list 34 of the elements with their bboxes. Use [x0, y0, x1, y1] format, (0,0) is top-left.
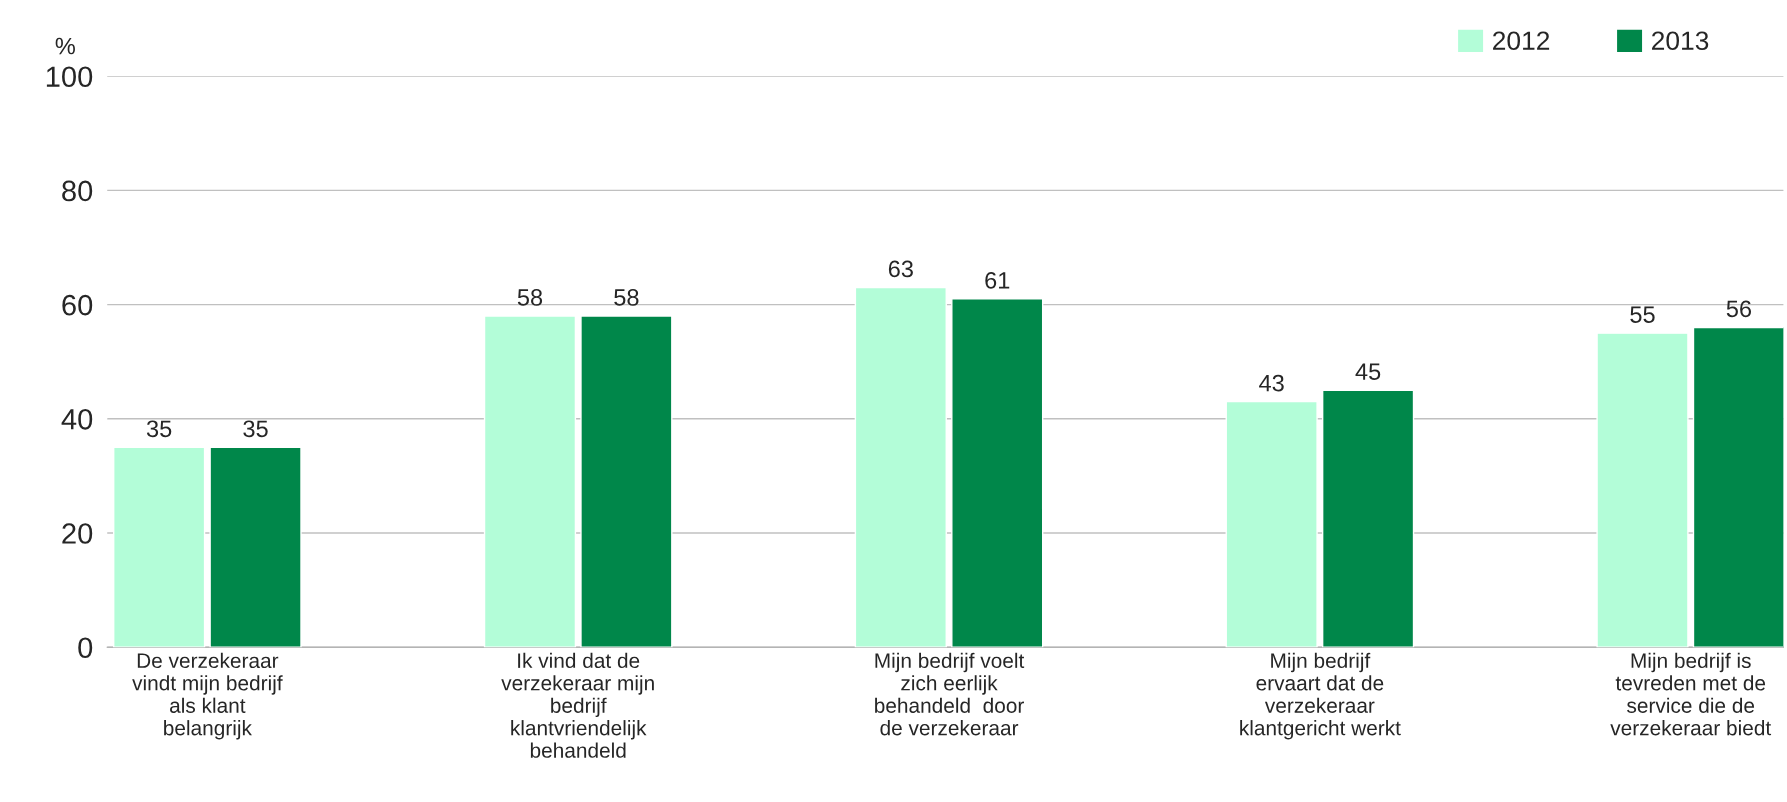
y-axis-title: %	[55, 37, 75, 55]
bar	[1596, 332, 1689, 648]
x-tick-label: Ik vind dat de verzekeraar mijn bedrijf klantvriendelijk behandeld	[501, 652, 654, 758]
data-label: 35	[146, 420, 172, 438]
y-tick-label: 20	[62, 523, 93, 544]
data-label: 35	[243, 420, 268, 438]
data-label: 56	[1726, 300, 1752, 318]
bar	[580, 315, 673, 648]
bar	[951, 298, 1044, 648]
bar	[854, 286, 947, 648]
y-tick-label: 0	[78, 637, 93, 659]
y-tick-label: 100	[46, 66, 93, 88]
bar	[483, 315, 577, 648]
x-tick-label: Mijn bedrijf ervaart dat de verzekeraar klantgericht werkt	[1240, 652, 1401, 740]
x-tick-label: Mijn bedrijf voelt zich eerlijk behandeld door de verzekeraar	[875, 652, 1025, 736]
x-tick-label: Mijn bedrijf is tevreden met de service die de verzekeraar biedt	[1610, 652, 1772, 736]
data-label: 61	[985, 271, 1010, 289]
data-label: 45	[1355, 363, 1381, 381]
bar	[1225, 400, 1318, 648]
bar	[209, 446, 302, 648]
data-label: 63	[888, 260, 913, 278]
y-tick-label: 40	[61, 409, 93, 430]
bar	[113, 446, 206, 648]
bar	[1321, 389, 1415, 648]
legend-label: 2012	[1493, 31, 1550, 51]
data-label: 43	[1259, 374, 1284, 392]
data-label: 58	[517, 289, 543, 306]
data-label: 58	[614, 289, 639, 306]
y-tick-label: 60	[62, 294, 93, 316]
legend-label: 2013	[1652, 31, 1709, 51]
y-tick-label: 80	[62, 180, 93, 202]
data-label: 55	[1630, 306, 1655, 323]
bar	[1692, 326, 1784, 648]
x-tick-label: De verzekeraar vindt mijn bedrijf als klant belangrijk	[132, 652, 283, 740]
